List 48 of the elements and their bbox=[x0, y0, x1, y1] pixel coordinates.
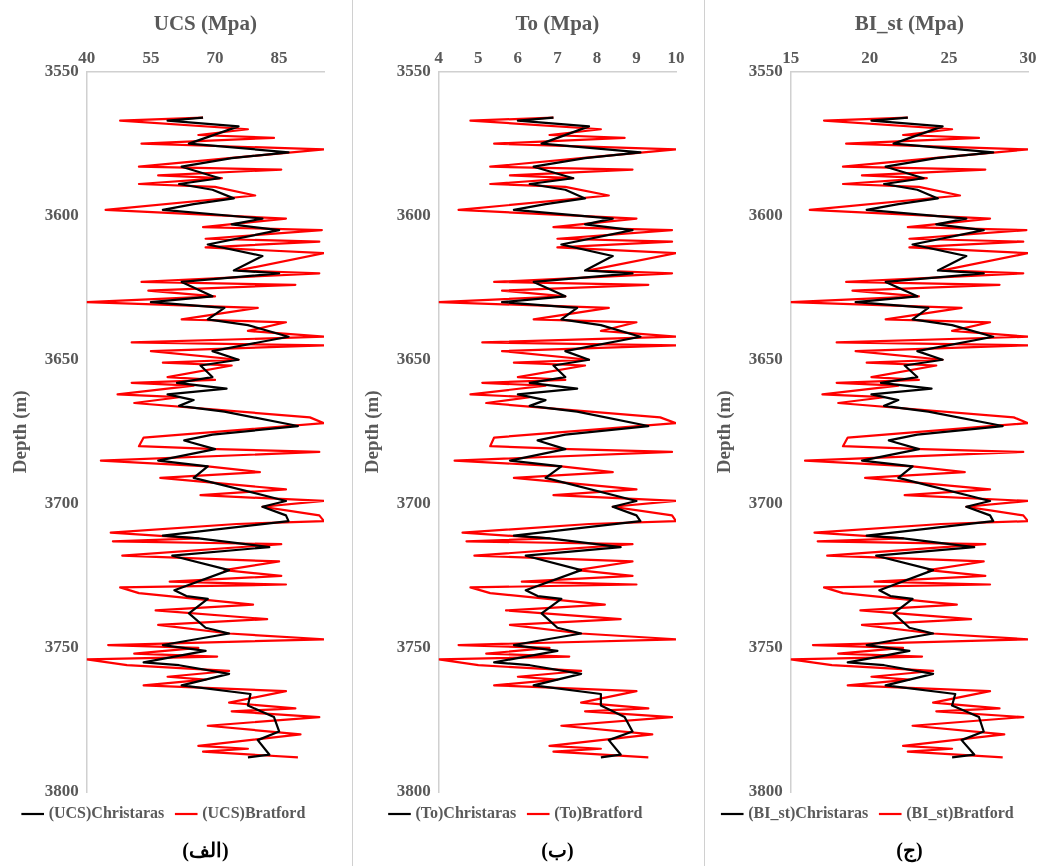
x-tick-label: 20 bbox=[861, 47, 879, 67]
text: (الف) bbox=[182, 839, 229, 863]
x-tick-label: 85 bbox=[270, 47, 288, 67]
x-tick-label: 6 bbox=[513, 47, 523, 67]
y-tick-label: 3750 bbox=[44, 637, 79, 657]
y-axis-title: Depth (m) bbox=[9, 390, 32, 474]
y-tick-label: 3550 bbox=[44, 60, 79, 80]
x-tick-label: 8 bbox=[592, 47, 602, 67]
y-tick-label: 3800 bbox=[396, 781, 431, 801]
legend-label: (UCS)Christaras bbox=[48, 804, 165, 823]
y-tick-label: 3650 bbox=[748, 349, 783, 369]
y-tick-label: 3750 bbox=[748, 637, 783, 657]
legend-label: (BI_st)Bratford bbox=[906, 804, 1014, 823]
legend-label: (To)Bratford bbox=[554, 804, 643, 823]
x-tick-label: 5 bbox=[474, 47, 483, 67]
y-tick-label: 3700 bbox=[396, 493, 431, 513]
x-tick-label: 70 bbox=[206, 47, 224, 67]
x-tick-label: 10 bbox=[667, 47, 685, 67]
text: (ب) bbox=[541, 839, 574, 863]
legend-label: (To)Christaras bbox=[415, 804, 517, 823]
x-tick-label: 4 bbox=[434, 47, 444, 67]
y-tick-label: 3650 bbox=[44, 349, 79, 369]
y-tick-label: 3800 bbox=[44, 781, 79, 801]
legend-label: (BI_st)Christaras bbox=[748, 804, 869, 823]
y-tick-label: 3650 bbox=[396, 349, 431, 369]
y-tick-label: 3700 bbox=[748, 493, 783, 513]
y-tick-label: 3600 bbox=[748, 205, 783, 225]
y-tick-label: 3550 bbox=[748, 60, 783, 80]
y-tick-label: 3700 bbox=[44, 493, 79, 513]
legend-label: (UCS)Bratford bbox=[202, 804, 306, 823]
x-tick-label: 25 bbox=[940, 47, 958, 67]
x-axis-title: UCS (Mpa) bbox=[153, 11, 258, 36]
y-axis-title: Depth (m) bbox=[713, 390, 736, 474]
y-axis-title: Depth (m) bbox=[361, 390, 384, 474]
x-tick-label: 15 bbox=[782, 47, 800, 67]
x-tick-label: 7 bbox=[553, 47, 563, 67]
text: (ج) bbox=[896, 839, 923, 864]
x-tick-label: 40 bbox=[78, 47, 96, 67]
y-tick-label: 3600 bbox=[396, 205, 431, 225]
x-axis-title: BI_st (Mpa) bbox=[854, 11, 964, 36]
y-tick-label: 3550 bbox=[396, 60, 431, 80]
y-tick-label: 3800 bbox=[748, 781, 783, 801]
y-tick-label: 3750 bbox=[396, 637, 431, 657]
x-tick-label: 55 bbox=[142, 47, 160, 67]
x-tick-label: 30 bbox=[1019, 47, 1037, 67]
x-axis-title: To (Mpa) bbox=[515, 11, 600, 36]
y-tick-label: 3600 bbox=[44, 205, 79, 225]
x-tick-label: 9 bbox=[632, 47, 641, 67]
